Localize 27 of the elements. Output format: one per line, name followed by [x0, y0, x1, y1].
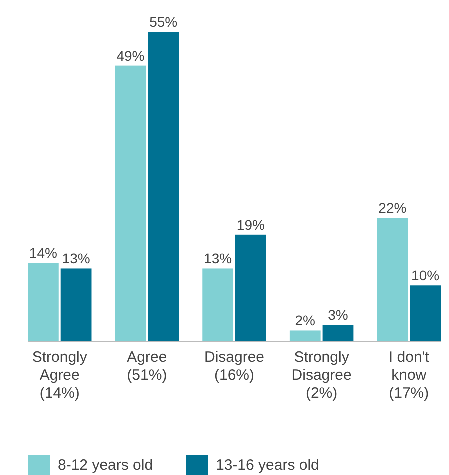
legend-label: 13-16 years old [216, 457, 320, 474]
data-label: 3% [328, 307, 348, 324]
legend-label: 8-12 years old [58, 457, 154, 474]
bar [235, 234, 266, 342]
bar [28, 263, 59, 342]
data-label: 13% [204, 250, 232, 267]
data-label: 49% [116, 48, 145, 64]
x-tick-label: Disagree (16%) [204, 349, 265, 384]
bar [290, 330, 321, 342]
data-label: 19% [236, 216, 265, 233]
bar [60, 268, 92, 342]
x-tick-label: Strongly Agree (14%) [32, 349, 88, 402]
data-label: 14% [29, 245, 58, 262]
x-tick-label: I don't know (17%) [388, 349, 430, 402]
bar [202, 268, 234, 342]
bar [148, 32, 180, 342]
data-label: 2% [295, 312, 316, 329]
data-label: 13% [62, 250, 90, 267]
bar [322, 325, 354, 342]
x-tick-label: Strongly Disagree (2%) [292, 349, 352, 402]
bar [410, 286, 441, 342]
bar [115, 66, 146, 342]
bar [377, 218, 408, 342]
x-tick-label: Agree (51%) [127, 349, 168, 384]
data-label: 22% [378, 200, 407, 216]
data-label: 55% [150, 14, 178, 30]
data-label: 10% [412, 268, 440, 284]
